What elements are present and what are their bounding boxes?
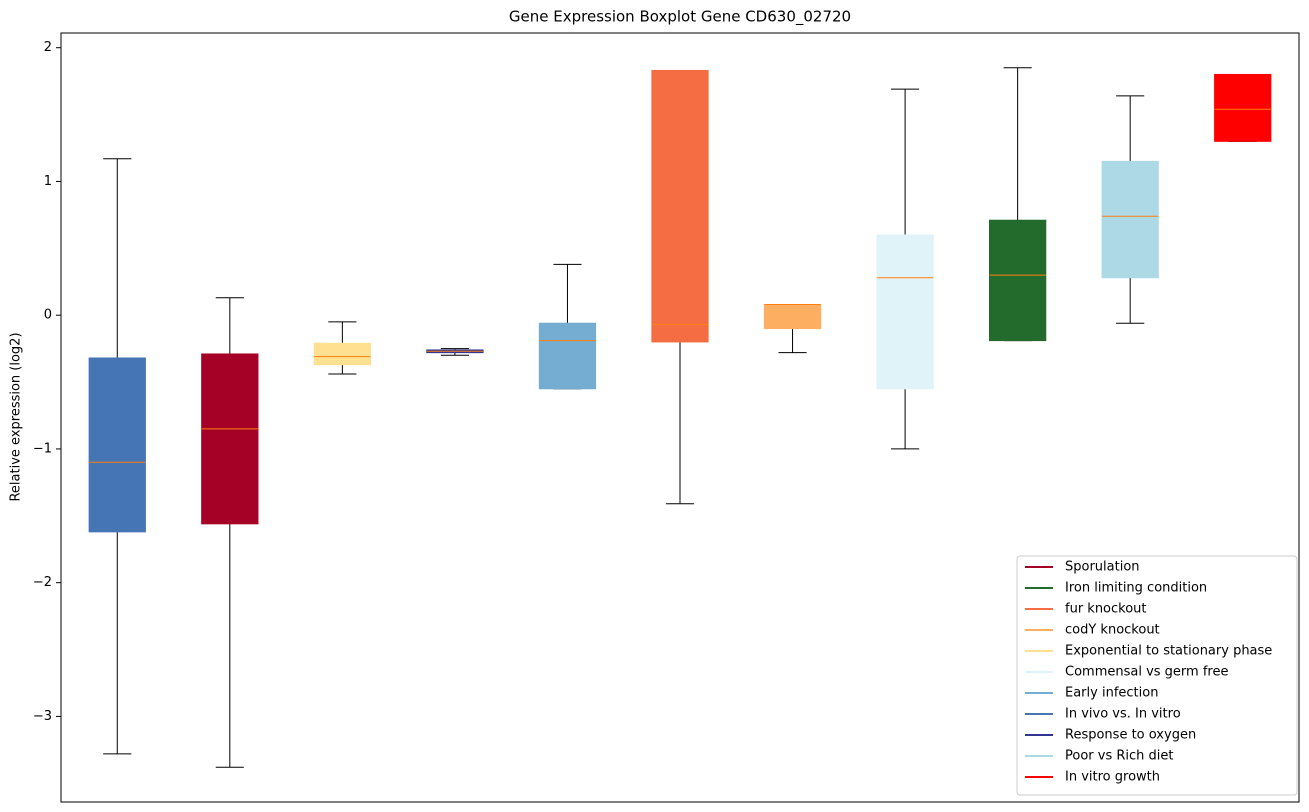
box: [989, 219, 1047, 342]
box: [763, 303, 822, 330]
legend-label: Sporulation: [1065, 560, 1140, 575]
legend-label: In vivo vs. In vitro: [1065, 707, 1181, 722]
legend-label: Commensal vs germ free: [1065, 665, 1228, 680]
y-axis-label: Relative expression (log2): [9, 332, 24, 501]
y-tick-label: −1: [33, 441, 52, 456]
box: [876, 234, 934, 390]
legend-label: In vitro growth: [1065, 770, 1160, 785]
legend-label: Early infection: [1065, 686, 1158, 701]
y-tick-label: −3: [33, 709, 52, 724]
box: [651, 69, 709, 343]
legend-label: Iron limiting condition: [1065, 581, 1207, 596]
box: [88, 357, 146, 533]
chart-title: Gene Expression Boxplot Gene CD630_02720: [509, 8, 851, 27]
y-tick-label: 0: [44, 308, 52, 323]
y-tick-label: −2: [33, 575, 52, 590]
legend-label: fur knockout: [1065, 602, 1147, 617]
y-tick-label: 2: [44, 40, 52, 55]
box: [201, 353, 259, 525]
box: [1101, 160, 1159, 279]
legend-label: Response to oxygen: [1065, 728, 1196, 743]
box: [313, 342, 371, 366]
legend-label: codY knockout: [1065, 623, 1160, 638]
plot-frame: [60, 32, 1300, 803]
box: [1214, 73, 1272, 142]
legend-label: Poor vs Rich diet: [1065, 749, 1173, 764]
y-tick-label: 1: [44, 174, 52, 189]
legend-box: [1016, 555, 1298, 796]
box: [538, 322, 597, 390]
legend-label: Exponential to stationary phase: [1065, 644, 1272, 659]
